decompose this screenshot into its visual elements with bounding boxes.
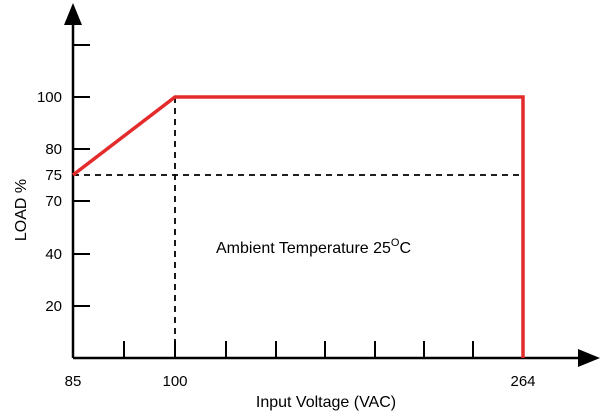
annotation-suffix: C [399, 240, 411, 257]
x-tick-label: 100 [162, 373, 187, 390]
reference-lines [73, 97, 523, 358]
annotation: Ambient Temperature 25OC [216, 237, 411, 257]
x-axis-arrow [578, 349, 600, 367]
annotation-text: Ambient Temperature 25 [216, 240, 391, 257]
y-tick-label: 70 [45, 193, 62, 210]
annotation-superscript: O [391, 237, 400, 249]
x-axis-title: Input Voltage (VAC) [256, 394, 396, 411]
y-tick-label: 40 [45, 246, 62, 263]
x-ticks: 85 100 264 [65, 341, 536, 390]
y-axis-title: LOAD % [13, 179, 30, 241]
y-tick-label: 100 [37, 89, 62, 106]
y-tick-label: 80 [45, 141, 62, 158]
y-ticks: 20 40 70 75 80 100 [37, 44, 90, 315]
x-tick-label: 85 [65, 373, 82, 390]
y-tick-label: 75 [45, 167, 62, 184]
derating-curve-line [71, 95, 525, 358]
x-tick-label: 264 [510, 373, 535, 390]
y-axis-arrow [64, 3, 82, 25]
y-tick-label: 20 [45, 298, 62, 315]
series-group [71, 95, 525, 359]
